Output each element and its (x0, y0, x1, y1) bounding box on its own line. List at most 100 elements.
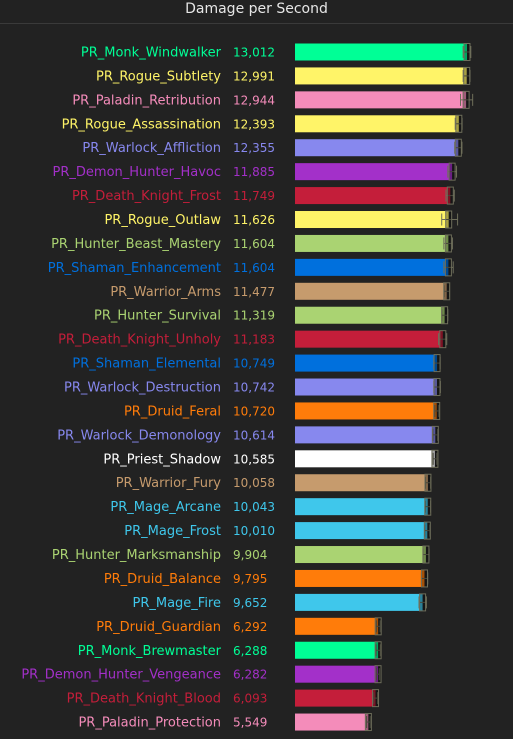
mean-marker (374, 617, 382, 636)
mean-marker (424, 473, 432, 492)
mean-marker (463, 43, 471, 61)
error-bar (375, 668, 380, 681)
mean-marker (423, 521, 431, 540)
value-label: 11,183 (233, 333, 275, 347)
bar (295, 689, 376, 707)
value-label: 10,585 (233, 452, 275, 466)
bar (295, 163, 453, 181)
mean-marker (462, 90, 470, 109)
bar (295, 498, 428, 516)
value-label: 12,393 (233, 117, 275, 131)
bar (295, 282, 447, 300)
bar (295, 593, 423, 611)
mean-marker (463, 66, 471, 85)
bar (295, 115, 459, 133)
value-label: 9,795 (233, 572, 267, 586)
category-label: PR_Death_Knight_Blood (67, 692, 221, 707)
bar (295, 522, 428, 540)
value-label: 11,604 (233, 261, 275, 275)
category-label: PR_Death_Knight_Frost (72, 189, 221, 204)
value-label: 10,614 (233, 428, 275, 442)
category-label: PR_Mage_Frost (124, 524, 221, 539)
category-label: PR_Rogue_Subtlety (96, 69, 221, 84)
bar (295, 426, 436, 444)
value-label: 11,604 (233, 237, 275, 251)
bar (295, 67, 467, 85)
value-label: 11,749 (233, 189, 275, 203)
value-label: 11,319 (233, 309, 275, 323)
category-label: PR_Demon_Hunter_Vengeance (21, 668, 221, 683)
value-label: 9,904 (233, 548, 267, 562)
value-label: 10,058 (233, 476, 275, 490)
category-label: PR_Shaman_Elemental (72, 357, 221, 372)
bar (295, 306, 445, 324)
category-label: PR_Paladin_Retribution (72, 93, 221, 108)
mean-marker (444, 234, 452, 253)
error-bar (375, 644, 381, 657)
category-label: PR_Druid_Feral (124, 404, 221, 419)
bar (295, 641, 379, 659)
mean-marker (374, 641, 382, 660)
value-label: 11,477 (233, 285, 275, 299)
value-label: 10,010 (233, 524, 275, 538)
category-label: PR_Warlock_Destruction (64, 381, 221, 396)
bar (295, 713, 369, 731)
category-label: PR_Warrior_Fury (116, 476, 222, 491)
category-label: PR_Priest_Shadow (103, 452, 221, 467)
mean-marker (445, 210, 453, 229)
mean-marker (441, 306, 449, 325)
mean-marker (433, 378, 441, 397)
category-label: PR_Monk_Windwalker (81, 46, 222, 61)
value-label: 10,043 (233, 500, 275, 514)
category-label: PR_Mage_Fire (132, 596, 221, 611)
mean-marker (419, 593, 427, 612)
mean-marker (431, 449, 439, 468)
bar (295, 139, 459, 157)
mean-marker (364, 713, 372, 732)
bar (295, 91, 467, 109)
error-bar (459, 93, 474, 106)
mean-marker (420, 569, 428, 588)
category-label: PR_Warlock_Affliction (82, 141, 221, 156)
value-label: 10,749 (233, 357, 275, 371)
value-label: 12,355 (233, 141, 275, 155)
bar (295, 569, 425, 587)
error-bar (441, 213, 459, 226)
category-label: PR_Shaman_Enhancement (48, 261, 221, 276)
mean-marker (424, 497, 432, 516)
value-label: 13,012 (233, 46, 275, 60)
value-label: 6,093 (233, 692, 267, 706)
bar (295, 330, 443, 348)
category-label: PR_Hunter_Marksmanship (52, 548, 221, 563)
category-label: PR_Druid_Guardian (96, 620, 221, 635)
category-label: PR_Hunter_Survival (94, 309, 221, 324)
error-bar (432, 428, 439, 441)
error-bar (375, 620, 381, 633)
mean-marker (374, 665, 382, 684)
bar (295, 450, 435, 468)
bar (295, 258, 449, 276)
category-label: PR_Mage_Arcane (110, 500, 221, 515)
bar (295, 211, 449, 229)
value-label: 6,282 (233, 668, 267, 682)
category-label: PR_Demon_Hunter_Havoc (53, 165, 221, 180)
title-divider (0, 23, 513, 24)
error-bar (432, 452, 438, 465)
value-label: 6,292 (233, 620, 267, 634)
bar (295, 354, 438, 372)
value-label: 9,652 (233, 596, 267, 610)
bar (295, 474, 428, 492)
mean-marker (443, 282, 451, 301)
value-label: 6,288 (233, 644, 267, 658)
category-label: PR_Paladin_Protection (78, 716, 221, 731)
mean-marker (446, 186, 454, 205)
error-bar (434, 404, 440, 417)
category-label: PR_Warrior_Arms (110, 285, 221, 300)
chart-title: Damage per Second (185, 1, 328, 17)
value-label: 5,549 (233, 716, 267, 730)
bar (295, 234, 449, 252)
bar (295, 617, 379, 635)
value-label: 10,742 (233, 381, 275, 395)
mean-marker (455, 114, 463, 133)
mean-marker (433, 401, 441, 420)
